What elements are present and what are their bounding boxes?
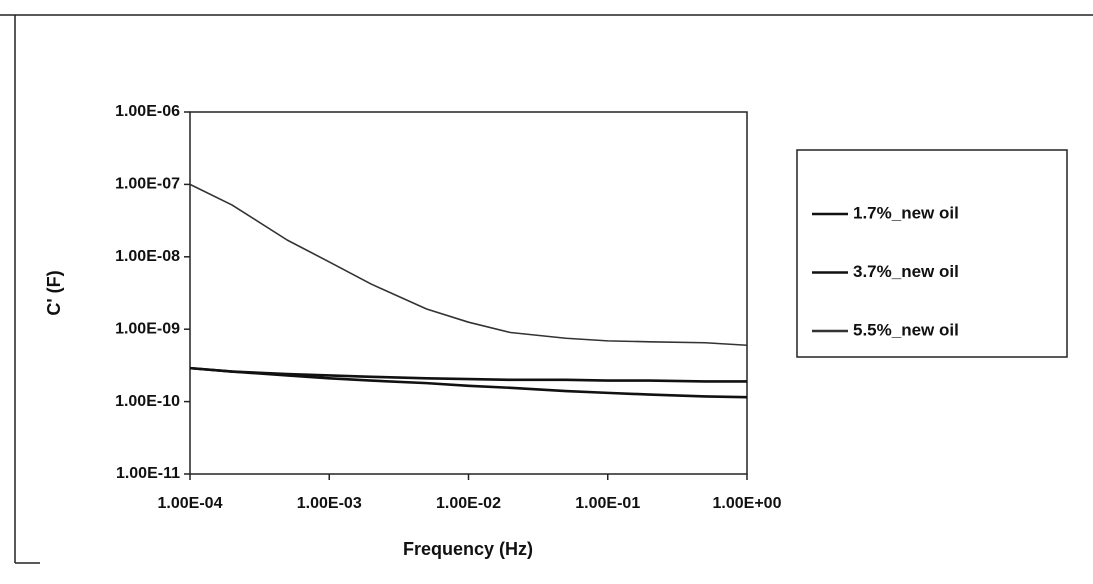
- legend: [796, 149, 1068, 358]
- series-line: [189, 183, 748, 347]
- legend-label: 5.5%_new oil: [853, 320, 959, 339]
- y-tick-label: 1.00E-11: [116, 465, 180, 482]
- x-tick-label: 1.00E-03: [297, 495, 362, 512]
- series-line: [189, 366, 748, 399]
- y-tick-label: 1.00E-08: [115, 248, 180, 265]
- legend-label: 1.7%_new oil: [853, 203, 959, 222]
- plot-area: [189, 111, 748, 475]
- x-tick-label: 1.00E-04: [158, 495, 223, 512]
- y-tick-label: 1.00E-10: [115, 393, 180, 410]
- y-tick-label: 1.00E-06: [115, 103, 180, 120]
- series-line: [189, 366, 747, 383]
- legend-label: 3.7%_new oil: [853, 262, 959, 281]
- x-tick-label: 1.00E+00: [713, 495, 782, 512]
- y-tick-label: 1.00E-09: [115, 320, 180, 337]
- x-axis-label: Frequency (Hz): [403, 539, 533, 559]
- x-tick-label: 1.00E-01: [575, 495, 640, 512]
- y-axis-label: C' (F): [44, 270, 64, 315]
- y-tick-label: 1.00E-07: [115, 176, 180, 193]
- x-tick-label: 1.00E-02: [436, 495, 501, 512]
